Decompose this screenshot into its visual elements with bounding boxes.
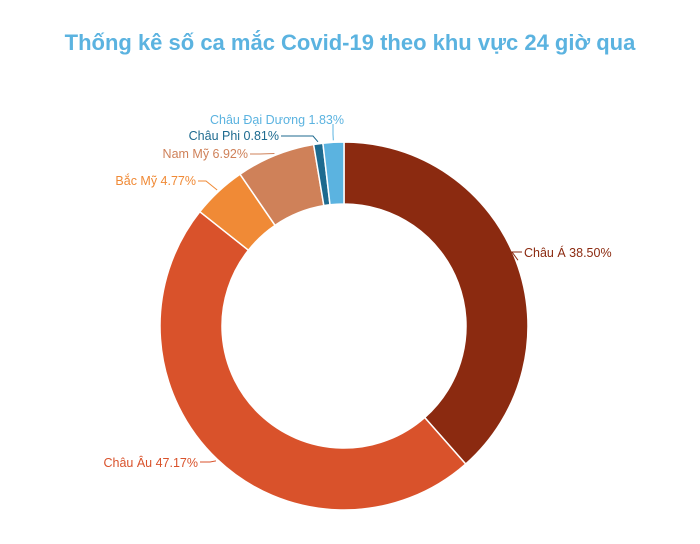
chart-title: Thống kê số ca mắc Covid-19 theo khu vực… bbox=[64, 30, 636, 55]
leader-line bbox=[281, 135, 319, 143]
slice-label: Nam Mỹ 6.92% bbox=[163, 147, 248, 161]
slice-label: Châu Âu 47.17% bbox=[103, 455, 198, 470]
donut-slices bbox=[159, 141, 529, 511]
slice-châu-âu bbox=[159, 210, 467, 511]
slice-châu-á bbox=[343, 141, 529, 466]
leader-line bbox=[250, 152, 275, 155]
leader-line bbox=[511, 251, 522, 261]
leader-line bbox=[198, 180, 218, 191]
leader-line bbox=[200, 460, 217, 463]
slice-label: Châu Đại Dương 1.83% bbox=[210, 113, 344, 127]
slice-label: Bắc Mỹ 4.77% bbox=[115, 173, 196, 188]
slice-labels: Châu Á 38.50% Châu Âu 47.17% Bắc Mỹ 4.77% N… bbox=[103, 113, 611, 470]
label-leader-lines bbox=[198, 124, 522, 463]
slice-châu-đại-dương bbox=[322, 141, 345, 206]
slice-label: Châu Á 38.50% bbox=[524, 245, 612, 260]
slice-label: Châu Phi 0.81% bbox=[189, 129, 279, 143]
